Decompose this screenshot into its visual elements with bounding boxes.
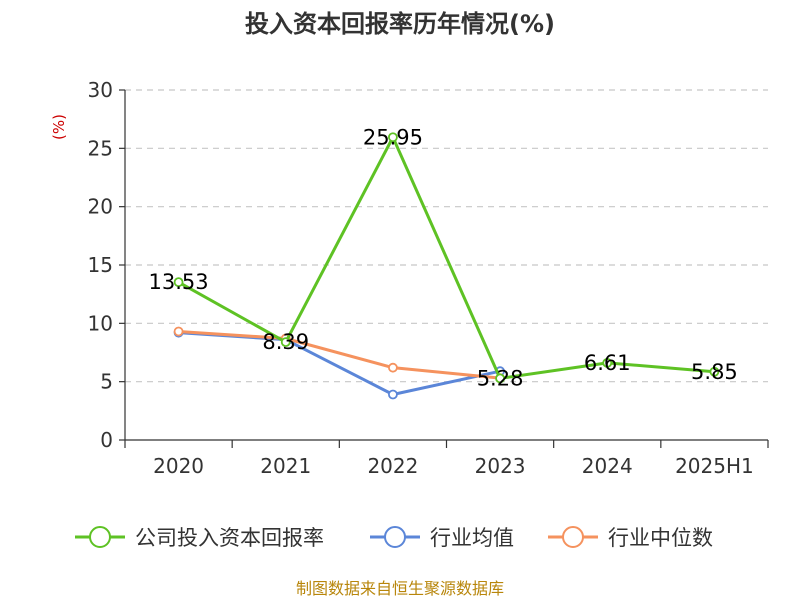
legend-marker (562, 526, 584, 548)
data-point (173, 326, 184, 337)
y-tick-label: 30 (88, 78, 113, 102)
y-tick-label: 10 (88, 311, 113, 335)
data-labels: 13.53 8.39 25.95 5.28 6.61 5.85 (149, 125, 738, 390)
data-label: 6.61 (584, 351, 631, 375)
x-tick-label: 2020 (153, 454, 204, 478)
y-tick-label: 5 (100, 370, 113, 394)
data-point (388, 362, 398, 373)
legend-marker (384, 526, 406, 548)
y-tick-label: 25 (88, 136, 113, 160)
x-tick-label: 2025H1 (675, 454, 754, 478)
y-tick-label: 15 (88, 253, 113, 277)
y-tick-labels: 0 5 10 15 20 25 30 (88, 78, 113, 452)
x-tick-label: 2024 (582, 454, 633, 478)
data-label: 13.53 (149, 270, 209, 294)
data-point (709, 366, 720, 377)
data-point (602, 357, 613, 368)
data-label: 5.28 (477, 366, 524, 390)
data-label: 5.85 (691, 360, 738, 384)
legend-label: 行业中位数 (608, 526, 713, 550)
data-point (495, 373, 505, 384)
series-line (178, 330, 501, 380)
data-point (173, 277, 184, 288)
legend: 公司投入资本回报率 行业均值 行业中位数 (75, 526, 713, 550)
data-point (388, 132, 398, 143)
legend-marker (89, 526, 111, 548)
y-axis-unit: (%) (50, 114, 68, 140)
y-tick-label: 20 (88, 195, 113, 219)
x-tick-label: 2022 (367, 454, 418, 478)
series-line (178, 331, 501, 396)
data-label: 25.95 (363, 125, 423, 149)
series-lines (173, 132, 720, 400)
x-tick-labels: 2020 2021 2022 2023 2024 2025H1 (153, 454, 754, 478)
legend-label: 行业均值 (430, 526, 514, 550)
legend-label: 公司投入资本回报率 (135, 526, 324, 550)
y-tick-label: 0 (100, 428, 113, 452)
source-note: 制图数据来自恒生聚源数据库 (296, 579, 504, 598)
grid-lines (125, 89, 768, 383)
data-label: 8.39 (262, 330, 309, 354)
data-point (280, 337, 291, 348)
data-point (388, 389, 398, 400)
series-line (177, 135, 715, 380)
axes (119, 89, 769, 448)
x-tick-label: 2023 (475, 454, 526, 478)
chart-title: 投入资本回报率历年情况(%) (245, 10, 555, 38)
x-tick-label: 2021 (260, 454, 311, 478)
